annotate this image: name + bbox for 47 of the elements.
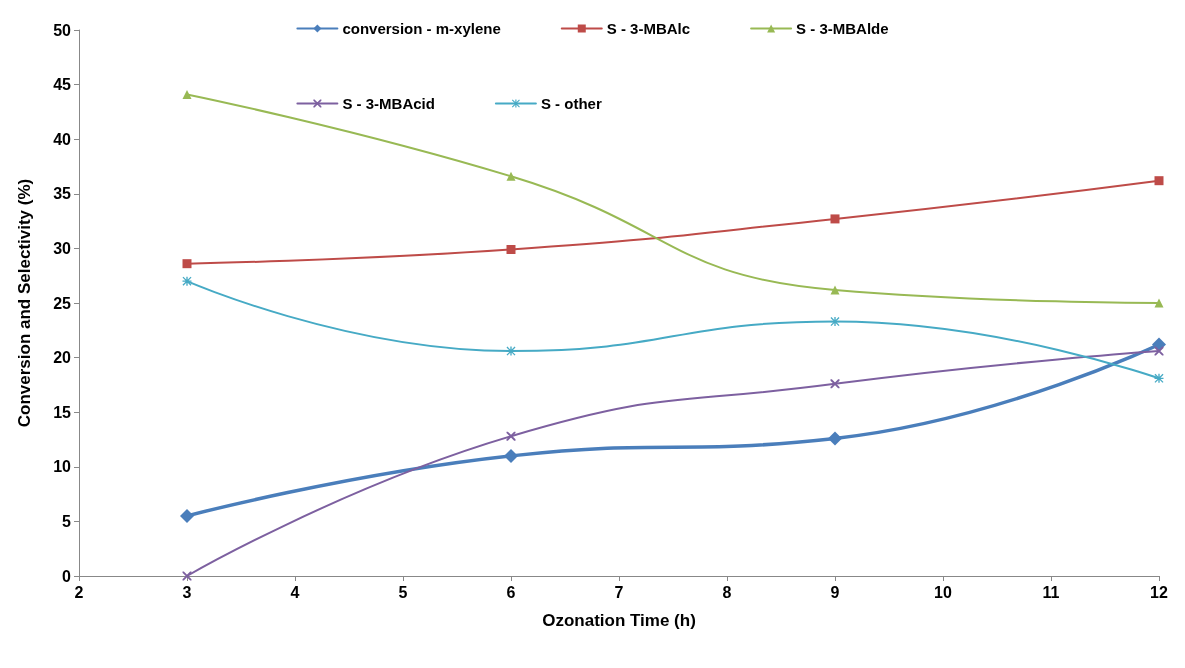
x-tick-label: 5: [398, 583, 408, 601]
legend-label: S - 3-MBAlc: [606, 20, 691, 37]
x-axis-title: Ozonation Time (h): [542, 611, 696, 630]
point: [1154, 176, 1164, 186]
x-tick-label: 3: [182, 583, 192, 601]
y-tick-label: 30: [53, 239, 72, 257]
point: [1154, 346, 1164, 356]
x-tick-label: 4: [290, 583, 300, 601]
point: [506, 431, 516, 441]
legend-label: S - 3-MBAcid: [342, 95, 435, 112]
y-tick-label: 35: [53, 185, 72, 203]
y-axis-title: Conversion and Selectivity (%): [15, 178, 34, 428]
point: [180, 508, 194, 523]
y-tick-label: 10: [53, 458, 72, 476]
x-tick-label: 7: [614, 583, 624, 601]
point: [830, 379, 840, 389]
point: [182, 259, 192, 269]
point: [504, 448, 518, 463]
point: [1154, 373, 1164, 383]
x-tick-label: 2: [74, 583, 84, 601]
point: [830, 214, 840, 224]
point: [1154, 298, 1164, 308]
x-tick-label: 6: [506, 583, 516, 601]
y-tick-label: 45: [53, 76, 72, 94]
legend-label: conversion - m-xylene: [342, 20, 501, 37]
x-tick-label: 10: [934, 583, 952, 601]
x-tick-label: 9: [830, 583, 840, 601]
point: [506, 171, 516, 181]
y-tick-label: 15: [53, 403, 72, 421]
y-tick-label: 5: [62, 512, 72, 530]
y-tick-label: 25: [53, 294, 72, 312]
x-tick-label: 8: [722, 583, 732, 601]
point: [828, 431, 842, 446]
legend-label: S - other: [540, 95, 602, 112]
point: [182, 89, 192, 99]
x-tick-label: 12: [1150, 583, 1168, 601]
point: [182, 276, 192, 286]
point: [182, 571, 192, 581]
y-tick-label: 50: [53, 21, 72, 39]
y-tick-label: 40: [53, 130, 72, 148]
y-tick-label: 0: [62, 567, 72, 585]
point: [830, 317, 840, 327]
x-tick-label: 11: [1042, 583, 1060, 601]
y-tick-label: 20: [53, 349, 72, 367]
legend-label: S - 3-MBAlde: [796, 20, 889, 37]
point: [506, 244, 516, 254]
point: [830, 285, 840, 295]
